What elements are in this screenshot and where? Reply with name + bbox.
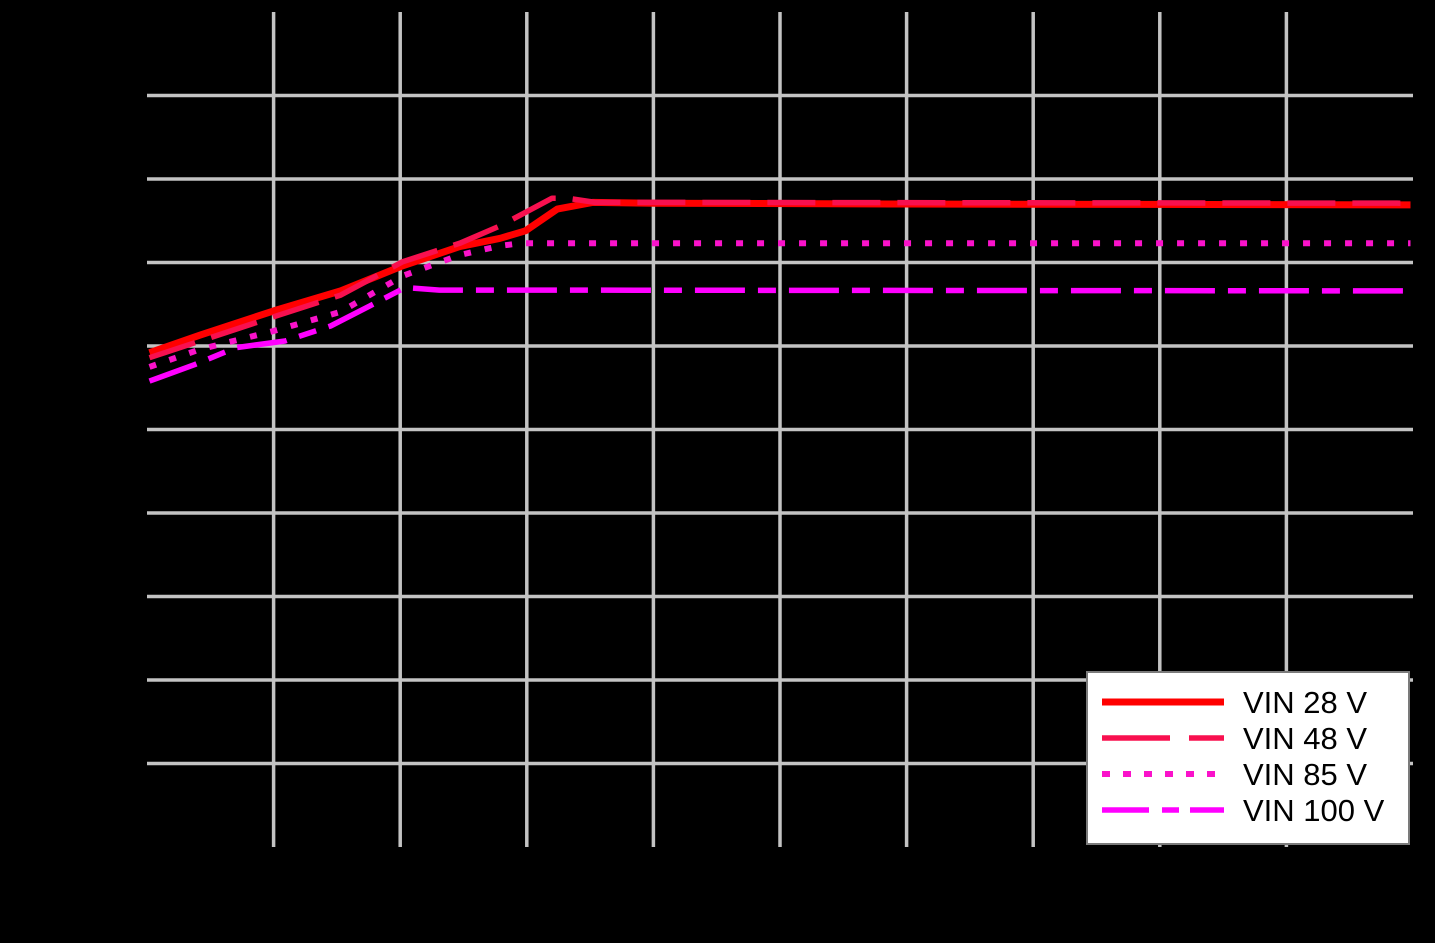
legend-swatch-vin-48-line xyxy=(1102,735,1224,741)
legend-swatch-vin-85-line xyxy=(1102,771,1224,777)
legend-swatch-vin-100-line xyxy=(1102,807,1224,813)
legend-item-vin-100: VIN 100 V xyxy=(1100,792,1408,828)
legend-item-vin-85: VIN 85 V xyxy=(1100,756,1408,792)
legend-swatch-vin-28-line xyxy=(1102,698,1224,706)
grid-lines xyxy=(147,12,1413,847)
series-lines xyxy=(148,195,1411,384)
legend-label-vin-85: VIN 85 V xyxy=(1243,756,1368,792)
legend-item-vin-48: VIN 48 V xyxy=(1100,720,1408,756)
legend-label-vin-100: VIN 100 V xyxy=(1243,792,1385,828)
legend-label-vin-48: VIN 48 V xyxy=(1243,720,1368,756)
series-line-vin-85-v xyxy=(148,240,1411,370)
legend-label-vin-28: VIN 28 V xyxy=(1243,684,1368,720)
legend-item-vin-28: VIN 28 V xyxy=(1100,684,1408,720)
series-line-vin-48-v xyxy=(148,195,1411,361)
series-line-vin-100-v xyxy=(148,284,1411,384)
legend: VIN 28 V VIN 48 V VIN 85 V VIN 100 V xyxy=(1086,671,1410,845)
